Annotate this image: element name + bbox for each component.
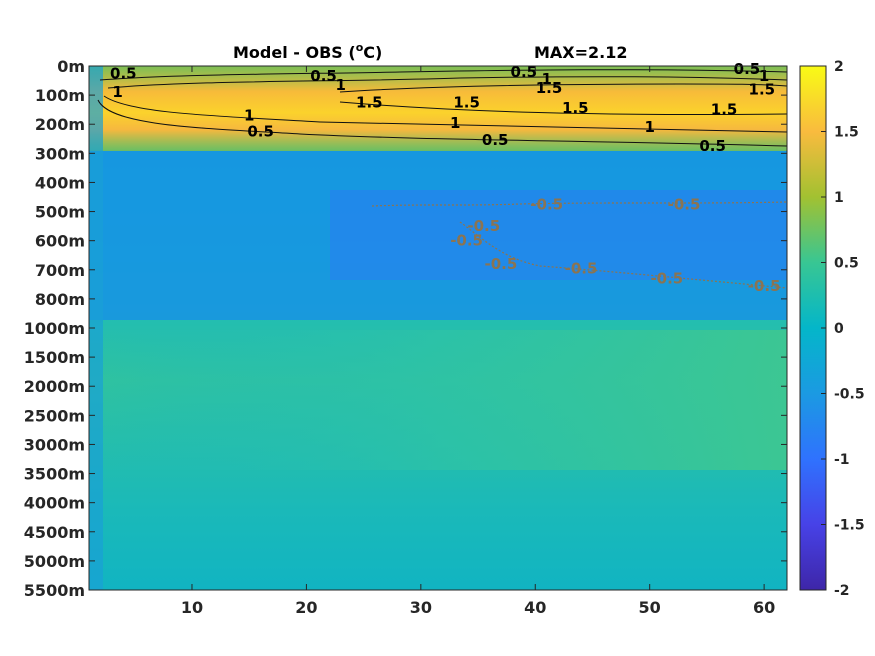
x-axis: 10 20 30 40 50 60 (181, 66, 775, 617)
contour-label: 0.5 (511, 63, 538, 81)
contour-label: 0.5 (482, 131, 509, 149)
contour-label: 1 (644, 118, 654, 136)
contour-label-negative: -0.5 (450, 232, 483, 250)
contour-lines (97, 69, 787, 289)
contour-label: 1.5 (562, 99, 589, 117)
contour-label: 1.5 (711, 101, 738, 119)
contour-label: 0.5 (247, 123, 274, 141)
x-tick-label: 60 (753, 598, 775, 617)
y-tick-label: 300m (35, 144, 85, 163)
contour-label: 1.5 (356, 93, 383, 111)
y-tick-label: 200m (35, 115, 85, 134)
contour-label-negative: -0.5 (748, 277, 781, 295)
colorbar-tick-label: -1 (834, 452, 850, 468)
y-tick-label: 800m (35, 290, 85, 309)
field-cold-band (330, 190, 787, 280)
colorbar-tick-label: 2 (834, 59, 844, 75)
contour-label: 0.5 (310, 67, 337, 85)
max-label: MAX=2.12 (534, 43, 628, 62)
contour-neg-0.5 (371, 201, 787, 289)
y-tick-label: 600m (35, 232, 85, 251)
colorbar-tick-label: 0 (834, 321, 844, 337)
contour-label: 1 (450, 114, 460, 132)
y-tick-label: 5500m (24, 581, 85, 600)
colorbar-tick-label: -2 (834, 583, 850, 599)
contour-1.5-lower (339, 101, 787, 115)
y-tick-label: 100m (35, 86, 85, 105)
contour-1-lower (103, 95, 787, 133)
colorbar-tick-label: 0.5 (834, 256, 859, 272)
contour-1.5-upper (339, 83, 787, 93)
contour-1-upper (107, 76, 787, 89)
contour-0.5-upper (99, 69, 787, 81)
contour-label: 1 (541, 70, 551, 88)
y-tick-label: 5000m (24, 552, 85, 571)
y-tick-label: 4000m (24, 494, 85, 513)
contour-label-negative: -0.5 (467, 217, 500, 235)
contour-label-negative: -0.5 (485, 255, 518, 273)
y-tick-label: 3000m (24, 435, 85, 454)
colorbar-tick-label: 1.5 (834, 125, 859, 141)
field-deep-green (89, 330, 787, 470)
contour-label: 1.5 (453, 93, 480, 111)
contour-label: 0.5 (699, 137, 726, 155)
y-tick-label: 1000m (24, 319, 85, 338)
y-tick-label: 2500m (24, 406, 85, 425)
contour-labels-positive: 0.510.511.510.51.510.5 11.51.50.510.511.5… (110, 60, 775, 155)
contour-label-negative: -0.5 (565, 259, 598, 277)
chart-title: Model - OBS (oC) (233, 41, 382, 62)
colorbar-tick-label: 1 (834, 190, 844, 206)
y-tick-label: 2000m (24, 377, 85, 396)
x-tick-label: 10 (181, 598, 203, 617)
contour-label: 1 (244, 106, 254, 124)
y-tick-label: 1500m (24, 348, 85, 367)
contour-label: 0.5 (734, 60, 761, 78)
y-tick-label: 400m (35, 173, 85, 192)
x-tick-label: 30 (410, 598, 432, 617)
contour-label: 1 (759, 67, 769, 85)
contour-label: 0.5 (110, 64, 137, 82)
heatmap-field (89, 66, 787, 590)
contour-0.5-lower (97, 99, 787, 147)
y-tick-label: 4500m (24, 523, 85, 542)
x-tick-label: 40 (524, 598, 546, 617)
x-tick-label: 20 (295, 598, 317, 617)
contour-label-negative: -0.5 (650, 270, 683, 288)
y-tick-label: 3500m (24, 465, 85, 484)
y-tick-label: 500m (35, 203, 85, 222)
colorbar-ticks: 2 1.5 1 0.5 0 -0.5 -1 -1.5 -2 (821, 59, 865, 599)
colorbar-tick-label: -0.5 (834, 387, 865, 403)
x-tick-label: 50 (639, 598, 661, 617)
contour-label: 1 (112, 83, 122, 101)
contour-label: 1 (336, 76, 346, 94)
contour-label: 1.5 (749, 80, 776, 98)
colorbar-tick-label: -1.5 (834, 518, 865, 534)
contour-label: 1.5 (536, 79, 563, 97)
contour-label-negative: -0.5 (530, 195, 563, 213)
contour-labels-negative: -0.5-0.5-0.5-0.5-0.5-0.5-0.5 -0.5 (450, 195, 780, 295)
field-left-edge (89, 66, 103, 590)
y-tick-label: 0m (57, 57, 85, 76)
contour-label-negative: -0.5 (668, 195, 701, 213)
y-tick-label: 700m (35, 261, 85, 280)
y-axis: 0m 100m 200m 300m 400m 500m 600m 700m 800m 1000m 1… (24, 57, 787, 600)
